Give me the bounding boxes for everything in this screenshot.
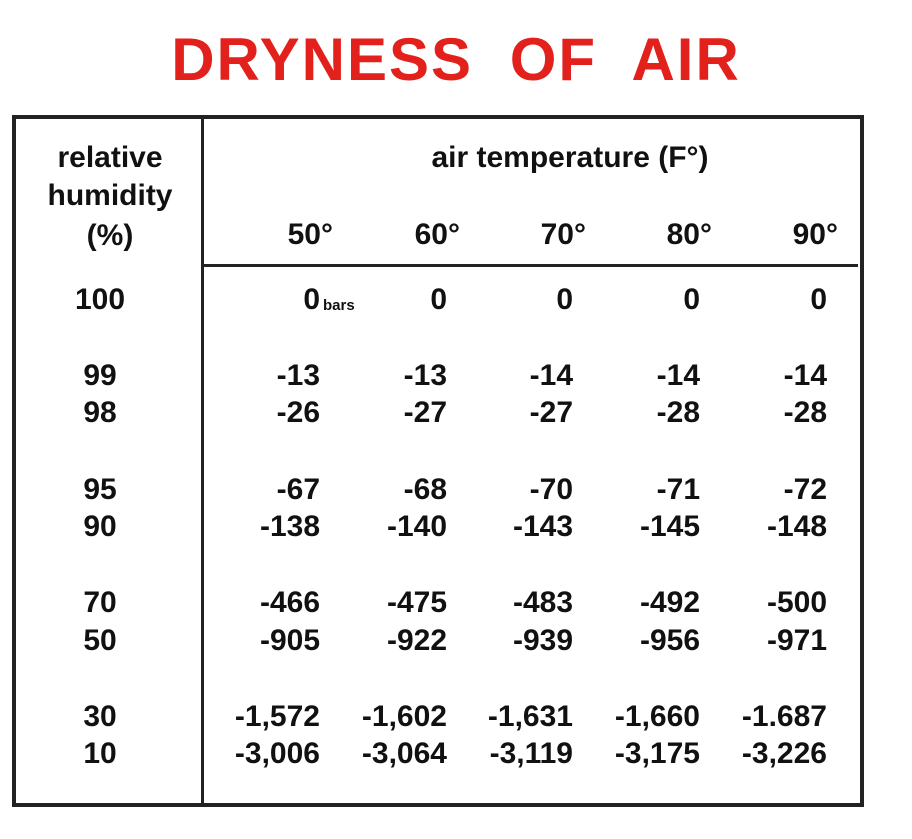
table-value: -68 [403, 473, 447, 506]
humidity-label: 10 [83, 737, 117, 770]
column-divider [201, 115, 204, 807]
table-value: 0 [303, 283, 320, 316]
table-value: 0 [810, 283, 827, 316]
table-value: -971 [766, 624, 827, 657]
table-value: -3,119 [489, 737, 573, 770]
table-value: -13 [276, 359, 320, 392]
humidity-label: 70 [83, 586, 117, 619]
table-value: -28 [656, 396, 700, 429]
humidity-label: 50 [83, 624, 117, 657]
table-value: -26 [276, 396, 320, 429]
table-value: -939 [512, 624, 573, 657]
table-value: -67 [276, 473, 320, 506]
column-header: 60° [414, 218, 460, 251]
table-value: -500 [766, 586, 827, 619]
table-value: -14 [656, 359, 700, 392]
table-value: -1,572 [234, 700, 320, 733]
table-value: -1,660 [614, 700, 700, 733]
table-value: -466 [259, 586, 320, 619]
table-value: -70 [529, 473, 573, 506]
table-value: -72 [783, 473, 827, 506]
unit-label: bars [323, 297, 355, 314]
table-value: -956 [639, 624, 700, 657]
table-value: -3,226 [741, 737, 827, 770]
table-value: -138 [259, 510, 320, 543]
table-value: -3,006 [234, 737, 320, 770]
humidity-label: 30 [83, 700, 117, 733]
table-value: -27 [529, 396, 573, 429]
table-value: -143 [512, 510, 573, 543]
table-value: -1,602 [361, 700, 447, 733]
column-header: 90° [792, 218, 838, 251]
row-header-label: relative [57, 141, 163, 174]
table-value: -13 [403, 359, 447, 392]
column-header: 70° [540, 218, 586, 251]
table-value: -922 [386, 624, 447, 657]
title: DRYNESS OF AIR [171, 26, 741, 93]
table-value: -3,064 [361, 737, 447, 770]
table-value: -14 [783, 359, 827, 392]
header-divider [203, 264, 858, 267]
table-value: 0 [556, 283, 573, 316]
table-value: -148 [766, 510, 827, 543]
table-value: -905 [259, 624, 320, 657]
table-value: -475 [386, 586, 447, 619]
humidity-label: 100 [74, 283, 126, 316]
table-value: -140 [386, 510, 447, 543]
table-value: 0 [683, 283, 700, 316]
table-value: -483 [512, 586, 573, 619]
table-border [12, 115, 864, 807]
table-value: -28 [783, 396, 827, 429]
table-value: -1.687 [741, 700, 827, 733]
column-group-label: air temperature (F°) [431, 141, 709, 174]
column-header: 50° [287, 218, 333, 251]
table-value: -14 [529, 359, 573, 392]
table-value: -1,631 [487, 700, 573, 733]
humidity-label: 90 [83, 510, 117, 543]
humidity-label: 98 [83, 396, 117, 429]
table-value: -492 [639, 586, 700, 619]
table-value: -71 [656, 473, 700, 506]
humidity-label: 95 [83, 473, 117, 506]
table-value: -145 [639, 510, 700, 543]
table-value: 0 [430, 283, 447, 316]
table-value: -27 [403, 396, 447, 429]
column-header: 80° [666, 218, 712, 251]
humidity-label: 99 [83, 359, 117, 392]
row-header-label: (%) [86, 219, 134, 252]
table-value: -3,175 [614, 737, 700, 770]
row-header-label: humidity [47, 179, 173, 212]
